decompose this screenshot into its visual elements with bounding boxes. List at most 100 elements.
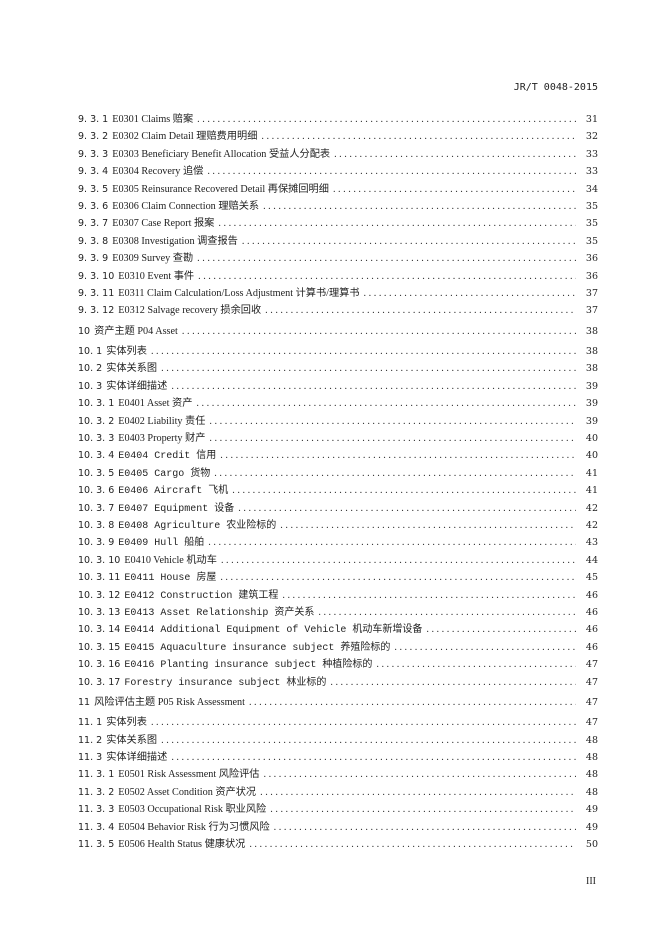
toc-entry-number: 9. 3. 11 <box>78 287 115 299</box>
toc-entry-title: E0413 Asset Relationship 资产关系 <box>124 607 315 619</box>
toc-entry-title: E0414 Additional Equipment of Vehicle 机动… <box>124 625 423 637</box>
toc-entry-page: 38 <box>585 325 598 337</box>
toc-entry-number: 10. 3. 15 <box>78 641 121 653</box>
toc-entry-title: 实体关系图 <box>106 734 158 746</box>
toc-entry-number: 10. 3. 2 <box>78 415 115 427</box>
toc-entry-title: E0309 Survey 查勘 <box>112 253 194 265</box>
dot-leader <box>249 836 576 853</box>
toc-entry-page: 34 <box>585 183 598 195</box>
toc-entry-number: 10 <box>78 325 91 337</box>
dot-leader <box>197 111 576 128</box>
toc-entry-number: 9. 3. 6 <box>78 200 109 212</box>
toc-entry-title: 实体详细描述 <box>106 380 168 392</box>
toc-entry-page: 47 <box>585 696 598 708</box>
toc-entry-page: 37 <box>585 305 598 317</box>
toc-entry[interactable]: 10. 3. 17 Forestry insurance subject 林业标的… <box>78 674 598 691</box>
toc-entry-number: 11. 3. 5 <box>78 839 115 851</box>
toc-entry-number: 9. 3. 1 <box>78 114 109 125</box>
toc-entry-page: 35 <box>585 235 598 247</box>
toc-entry[interactable]: 10. 3. 14 E0414 Additional Equipment of V… <box>78 621 598 638</box>
dot-leader <box>151 343 576 360</box>
toc-entry-title: E0405 Cargo 货物 <box>118 468 211 480</box>
dot-leader <box>171 749 576 766</box>
toc-entry-title: 风险评估主题 P05 Risk Assessment <box>94 696 245 708</box>
toc-entry-page: 45 <box>585 572 598 584</box>
toc-entry-page: 38 <box>585 346 598 358</box>
dot-leader <box>426 621 576 638</box>
toc-entry-number: 10. 3. 5 <box>78 467 115 479</box>
toc-entry-title: E0312 Salvage recovery 损余回收 <box>118 305 262 317</box>
toc-entry-page: 49 <box>585 804 598 816</box>
toc-entry-number: 11. 3. 3 <box>78 804 115 816</box>
toc-entry-title: 实体详细描述 <box>106 752 168 764</box>
dot-leader <box>282 587 576 604</box>
toc-entry[interactable]: 10. 3. 15 E0415 Aquaculture insurance sub… <box>78 639 598 656</box>
dot-leader <box>221 552 576 569</box>
dot-leader <box>208 534 576 551</box>
toc-entry[interactable]: 9. 3. 5 E0305 Reinsurance Recovered Detai… <box>78 181 598 198</box>
toc-entry-title: E0402 Liability 责任 <box>118 415 206 427</box>
toc-entry-page: 37 <box>585 287 598 299</box>
toc-entry-title: E0401 Asset 资产 <box>118 398 193 410</box>
toc-entry[interactable]: 9. 3. 11 E0311 Claim Calculation/Loss Adj… <box>78 285 598 302</box>
toc-entry-title: 实体关系图 <box>106 363 158 375</box>
dot-leader <box>196 395 576 412</box>
toc-entry-title: E0403 Property 财产 <box>118 433 206 445</box>
dot-leader <box>318 604 576 621</box>
toc-entry[interactable]: 9. 3. 3 E0303 Beneficiary Benefit Allocat… <box>78 146 598 163</box>
toc-entry-number: 11. 3. 1 <box>78 769 115 781</box>
dot-leader <box>270 801 576 818</box>
toc-entry-page: 40 <box>585 433 598 445</box>
toc-entry-title: E0504 Behavior Risk 行为习惯风险 <box>118 821 270 833</box>
toc-entry-page: 41 <box>585 485 598 497</box>
toc-entry-number: 10. 3. 11 <box>78 572 121 584</box>
toc-entry[interactable]: 10. 3. 16 E0416 Planting insurance subjec… <box>78 656 598 673</box>
toc-entry-page: 32 <box>585 131 598 143</box>
toc-entry-title: E0410 Vehicle 机动车 <box>124 554 217 566</box>
toc-entry-number: 10. 3. 3 <box>78 433 115 445</box>
toc-entry-page: 39 <box>585 380 598 392</box>
dot-leader <box>261 128 576 145</box>
dot-leader <box>209 413 576 430</box>
toc-entry-number: 9. 3. 5 <box>78 183 109 195</box>
toc-entry-page: 39 <box>585 398 598 410</box>
dot-leader <box>171 378 576 395</box>
toc-entry-page: 47 <box>585 676 598 688</box>
toc-entry-number: 10. 3 <box>78 380 103 392</box>
